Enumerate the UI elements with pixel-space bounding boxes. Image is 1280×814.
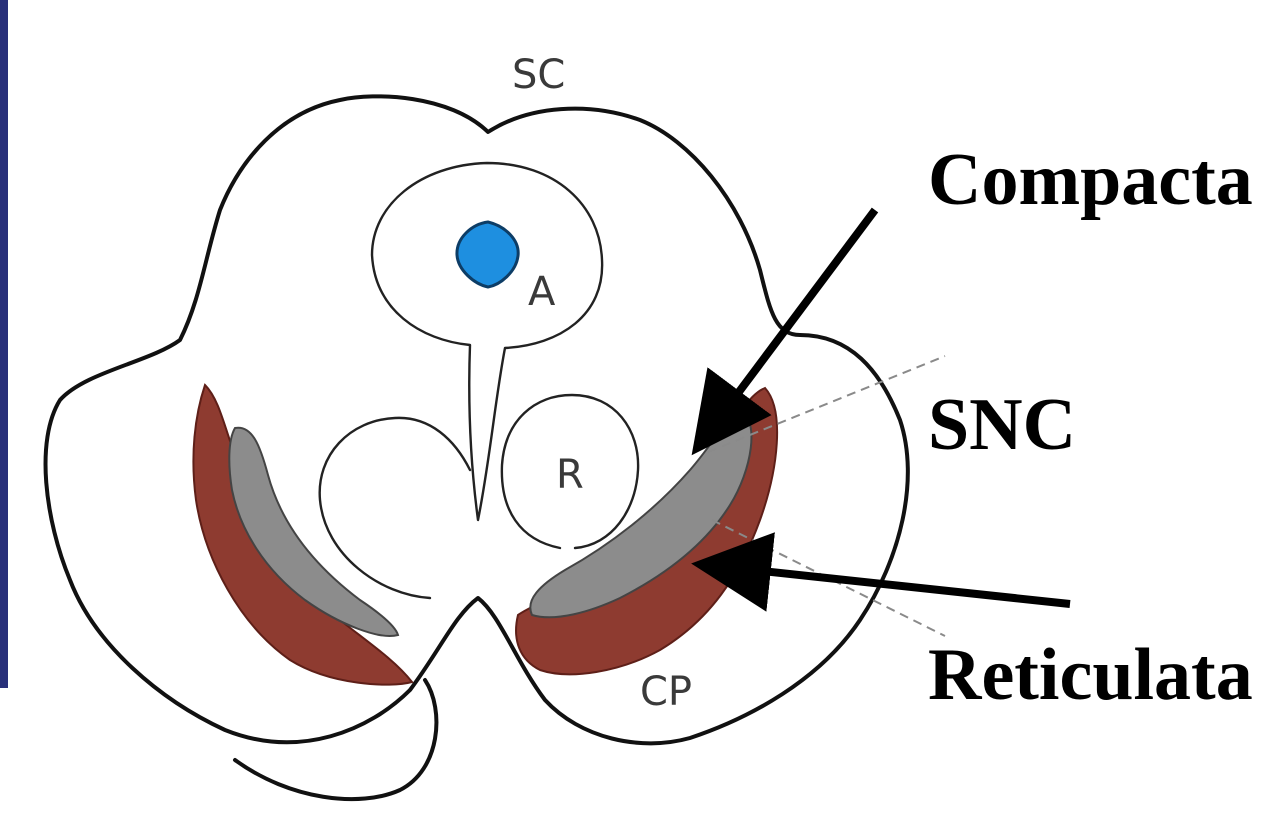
label-a: A: [528, 269, 556, 315]
red-nucleus-left: [318, 416, 472, 600]
label-cp: CP: [640, 669, 692, 715]
annotation-compacta: Compacta: [928, 139, 1253, 221]
label-sc: SC: [512, 52, 565, 98]
annotation-snc: SNC: [928, 384, 1077, 466]
label-r: R: [556, 452, 584, 498]
right-compacta-region: [529, 408, 753, 619]
reticulata-dashed-line: [711, 519, 946, 637]
reticulata-arrow: [691, 532, 1071, 612]
left-compacta-region: [228, 426, 400, 637]
snc-dashed-line: [707, 355, 946, 453]
compacta-arrow: [691, 207, 879, 456]
periaqueductal-outline: [370, 161, 604, 522]
red-nucleus-right: [500, 393, 640, 550]
slide-edge-bar: [0, 0, 8, 688]
aqueduct-shape: [455, 220, 520, 289]
left-lower-lobe: [233, 678, 439, 802]
left-reticulata-region: [192, 383, 414, 686]
annotation-reticulata: Reticulata: [928, 634, 1253, 716]
midbrain-outline: [43, 94, 910, 746]
